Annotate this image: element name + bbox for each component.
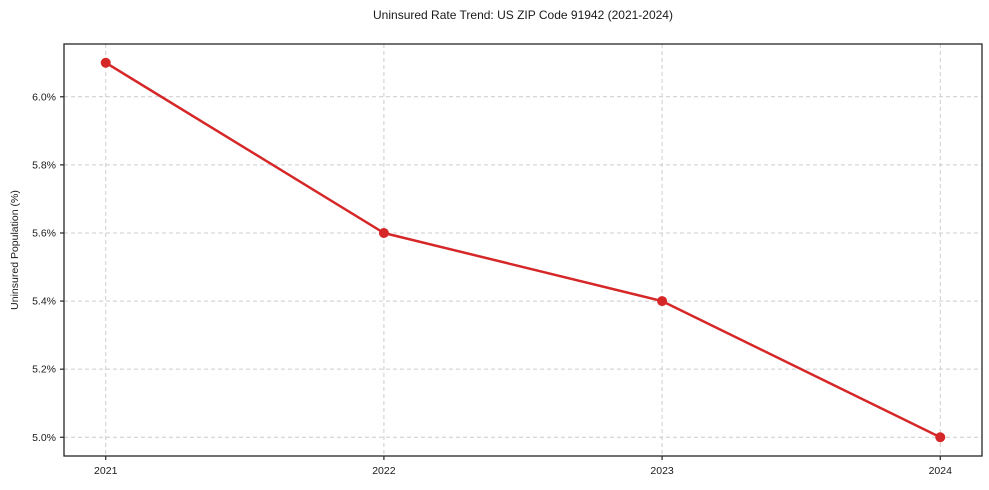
y-tick-label: 5.2% (32, 364, 56, 376)
data-point (100, 57, 111, 68)
y-tick-label: 6.0% (32, 91, 56, 103)
plot-border (63, 43, 983, 457)
y-tick-label: 5.8% (32, 159, 56, 171)
x-tick-label: 2024 (929, 465, 953, 477)
data-point (935, 432, 946, 443)
chart-title: Uninsured Rate Trend: US ZIP Code 91942 … (373, 8, 673, 22)
x-tick-label: 2021 (94, 465, 118, 477)
x-tick-label: 2022 (372, 465, 396, 477)
trend-line (104, 61, 942, 439)
data-point (378, 227, 389, 238)
data-point (657, 296, 668, 307)
y-tick-label: 5.4% (32, 296, 56, 308)
y-tick-label: 5.0% (32, 432, 56, 444)
y-tick-label: 5.6% (32, 227, 56, 239)
x-tick-label: 2023 (650, 465, 674, 477)
